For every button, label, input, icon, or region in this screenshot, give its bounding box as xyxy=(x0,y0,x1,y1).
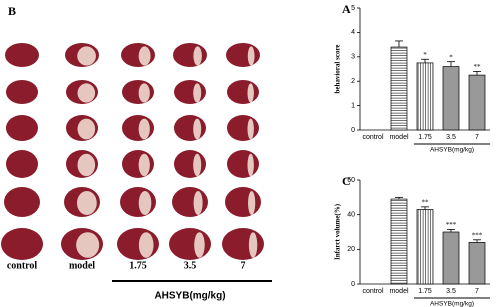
infarct-area xyxy=(77,46,96,66)
brain-slice xyxy=(225,187,261,217)
significance-label: * xyxy=(423,51,427,59)
brain-slice xyxy=(174,115,206,141)
infarct-area xyxy=(138,46,151,66)
brain-slice xyxy=(6,115,38,141)
infarct-area xyxy=(138,118,150,140)
x-tick-label: 1.75 xyxy=(418,134,432,141)
x-tick-label: model xyxy=(389,134,409,141)
infarct-area xyxy=(138,153,150,177)
y-tick-label: 2 xyxy=(351,78,355,85)
brain-slice xyxy=(227,150,259,178)
brain-slice xyxy=(227,115,259,141)
y-tick-label: 1 xyxy=(351,102,355,109)
bar xyxy=(468,242,486,285)
bar xyxy=(468,74,486,131)
infarct-area xyxy=(247,153,254,177)
x-tick-label: control xyxy=(362,288,383,295)
y-axis-label: behavioral score xyxy=(334,44,342,93)
brain-slice xyxy=(172,187,208,217)
column-label: 1.75 xyxy=(129,260,147,271)
brain-slice xyxy=(1,228,43,260)
group-label: AHSYB(mg/kg) xyxy=(154,291,225,302)
infarct-area xyxy=(247,83,254,103)
panel-label: B xyxy=(8,4,16,18)
error-bar xyxy=(395,196,403,200)
y-tick-label: 20 xyxy=(347,246,355,253)
error-bar xyxy=(447,228,455,232)
infarct-area xyxy=(248,191,256,215)
brain-slice xyxy=(174,150,206,178)
bar xyxy=(390,198,408,285)
x-tick-label: 3.5 xyxy=(446,288,456,295)
infarct-area xyxy=(193,191,203,215)
panel-label: A xyxy=(342,2,351,16)
x-tick-label: 3.5 xyxy=(446,134,456,141)
infarct-area xyxy=(138,232,154,258)
brain-slice xyxy=(227,80,259,104)
x-tick-label: 1.75 xyxy=(418,288,432,295)
brain-slice xyxy=(169,228,211,260)
significance-label: * xyxy=(449,53,453,61)
group-label: AHSYB(mg/kg) xyxy=(430,301,474,307)
y-tick-label: 3 xyxy=(351,54,355,61)
x-tick-label: 7 xyxy=(475,288,479,295)
error-bar xyxy=(473,239,481,243)
infarct-area xyxy=(193,83,202,103)
y-tick-label: 40 xyxy=(347,212,355,219)
infarct-area xyxy=(194,232,205,258)
brain-slice xyxy=(6,150,38,178)
y-axis-label: Infarct volume(%) xyxy=(334,203,342,260)
infarct-area xyxy=(76,232,100,258)
bar xyxy=(442,231,460,285)
bar xyxy=(390,46,408,131)
infarct-area xyxy=(138,191,152,215)
y-tick-label: 4 xyxy=(351,29,355,36)
brain-slice xyxy=(222,228,264,260)
error-bar xyxy=(395,40,403,48)
brain-slice xyxy=(5,43,39,67)
brain-slice xyxy=(173,43,207,67)
panel-label: C xyxy=(342,174,351,188)
y-tick-label: 60 xyxy=(347,177,355,184)
x-tick-label: control xyxy=(362,134,383,141)
significance-label: *** xyxy=(446,221,457,229)
error-bar xyxy=(421,58,429,63)
infarct-area xyxy=(247,118,254,140)
column-label: 3.5 xyxy=(184,260,197,271)
x-tick-label: model xyxy=(389,288,409,295)
brain-slice xyxy=(174,80,206,104)
infarct-area xyxy=(248,232,258,258)
column-label: model xyxy=(69,260,95,271)
infarct-area xyxy=(77,83,96,103)
bar xyxy=(442,66,460,131)
infarct-area xyxy=(247,46,255,66)
brain-slice xyxy=(4,187,40,217)
infarct-area xyxy=(138,83,150,103)
x-tick-label: 7 xyxy=(475,134,479,141)
infarct-area xyxy=(193,153,202,177)
y-tick-label: 0 xyxy=(351,281,355,288)
error-bar xyxy=(447,61,455,67)
y-tick-label: 0 xyxy=(351,127,355,134)
column-label: 7 xyxy=(241,260,246,271)
significance-label: *** xyxy=(472,231,483,239)
error-bar xyxy=(421,206,429,210)
bar xyxy=(416,62,434,131)
infarct-area xyxy=(77,118,96,140)
brain-slice xyxy=(6,80,38,104)
infarct-area xyxy=(77,153,96,177)
infarct-area xyxy=(193,118,202,140)
y-tick-label: 5 xyxy=(351,5,355,12)
significance-label: ** xyxy=(474,63,482,71)
bar xyxy=(416,209,434,285)
column-label: control xyxy=(7,260,38,271)
brain-slice-photo xyxy=(1,43,264,260)
group-label: AHSYB(mg/kg) xyxy=(430,147,474,154)
error-bar xyxy=(473,71,481,76)
infarct-area xyxy=(76,191,97,215)
infarct-area xyxy=(193,46,202,66)
significance-label: ** xyxy=(422,198,430,206)
brain-slice xyxy=(226,43,260,67)
